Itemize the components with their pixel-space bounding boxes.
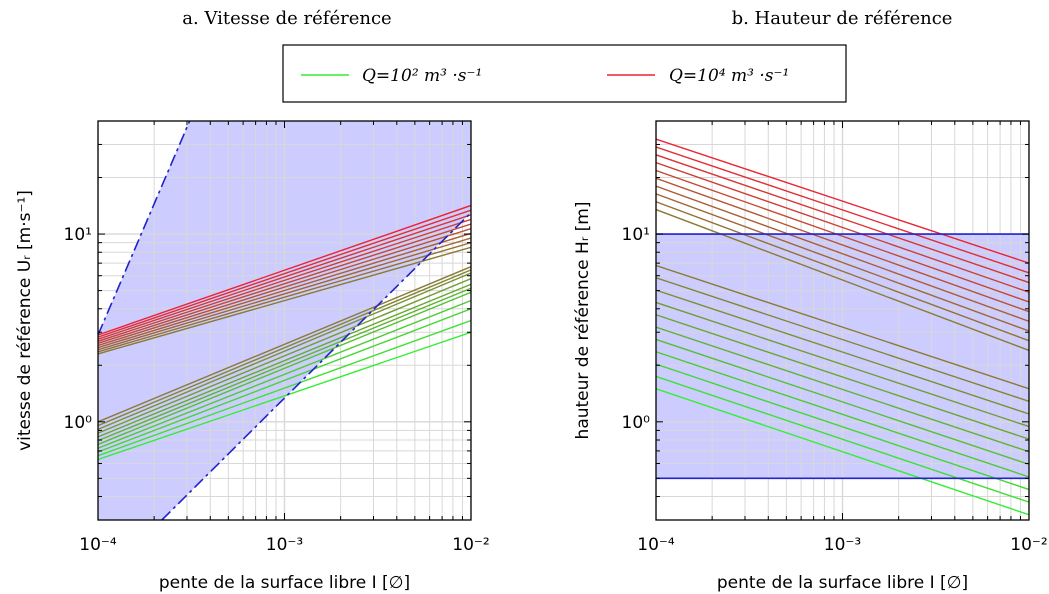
series-line: [98, 299, 471, 449]
series-line: [656, 185, 1029, 322]
chart-title-left: a. Vitesse de référence: [182, 8, 391, 29]
tick-marks: [97, 120, 472, 521]
x-tick-label: 10⁻⁴: [79, 535, 117, 555]
legend-label-low: Q=10² m³ ·s⁻¹: [362, 66, 482, 86]
series-line: [98, 278, 471, 434]
y-axis-label: hauteur de référence Hᵣ [m]: [573, 202, 593, 440]
chart-title-right: b. Hauteur de référence: [732, 8, 953, 29]
series-line: [656, 154, 1029, 284]
series-line: [98, 269, 471, 427]
series-line: [98, 272, 471, 431]
series-line: [98, 291, 471, 446]
boundary-line: [98, 121, 191, 336]
series-line: [656, 338, 1029, 466]
plot-content: [98, 121, 471, 520]
series-line: [656, 388, 1029, 516]
series-line: [98, 266, 471, 423]
series-line: [656, 193, 1029, 332]
panel-height: 10⁻⁴ 10⁻³ 10⁻² 10⁰ 10¹ pente de la surface li…: [573, 120, 1048, 593]
series-line: [656, 351, 1029, 478]
y-tick-label: 10⁰: [622, 413, 651, 433]
series-line: [98, 319, 471, 457]
plot-content: [656, 121, 1029, 520]
series-line: [98, 232, 471, 349]
series-line: [98, 228, 471, 347]
series-line: [98, 218, 471, 342]
x-tick-label: 10⁻⁴: [637, 535, 675, 555]
series-line: [98, 331, 471, 461]
x-axis-label: pente de la surface libre I [∅]: [717, 573, 968, 593]
series-line: [656, 375, 1029, 503]
series-line: [98, 246, 471, 355]
tick-marks: [655, 120, 1030, 521]
series-line: [98, 204, 471, 336]
series-line: [656, 161, 1029, 293]
series-line: [656, 201, 1029, 342]
series-line: [98, 241, 471, 353]
series-line: [656, 314, 1029, 440]
series-line: [98, 287, 471, 442]
x-tick-label: 10⁻³: [824, 535, 861, 555]
series-line: [656, 264, 1029, 390]
x-tick-label: 10⁻³: [266, 535, 303, 555]
legend-label-high: Q=10⁴ m³ ·s⁻¹: [669, 66, 789, 86]
series-line: [656, 289, 1029, 415]
legend: Q=10² m³ ·s⁻¹ Q=10⁴ m³ ·s⁻¹: [282, 44, 847, 103]
y-tick-label: 10¹: [622, 225, 650, 245]
series-line: [98, 223, 471, 345]
boundary-line: [161, 212, 471, 520]
y-tick-label: 10¹: [64, 225, 92, 245]
panel-velocity: 10⁻⁴ 10⁻³ 10⁻² 10⁰ 10¹ pente de la surface li…: [15, 120, 490, 593]
series-line: [98, 237, 471, 351]
series-line: [656, 169, 1029, 303]
series-line: [656, 301, 1029, 428]
series-line: [656, 277, 1029, 403]
series-line: [98, 214, 471, 340]
series-line: [98, 283, 471, 438]
x-axis-label: pente de la surface libre I [∅]: [159, 573, 410, 593]
y-tick-label: 10⁰: [64, 413, 93, 433]
legend-box: [282, 44, 847, 103]
series-line: [656, 177, 1029, 313]
series-line: [656, 363, 1029, 491]
y-axis-label: vitesse de référence Uᵣ [m·s⁻¹]: [15, 190, 35, 451]
x-tick-label: 10⁻²: [452, 535, 489, 555]
series-line: [656, 208, 1029, 352]
series-line: [98, 308, 471, 453]
series-line: [98, 209, 471, 338]
x-tick-label: 10⁻²: [1010, 535, 1047, 555]
series-line: [656, 326, 1029, 453]
series-line: [656, 146, 1029, 274]
series-line: [656, 138, 1029, 264]
